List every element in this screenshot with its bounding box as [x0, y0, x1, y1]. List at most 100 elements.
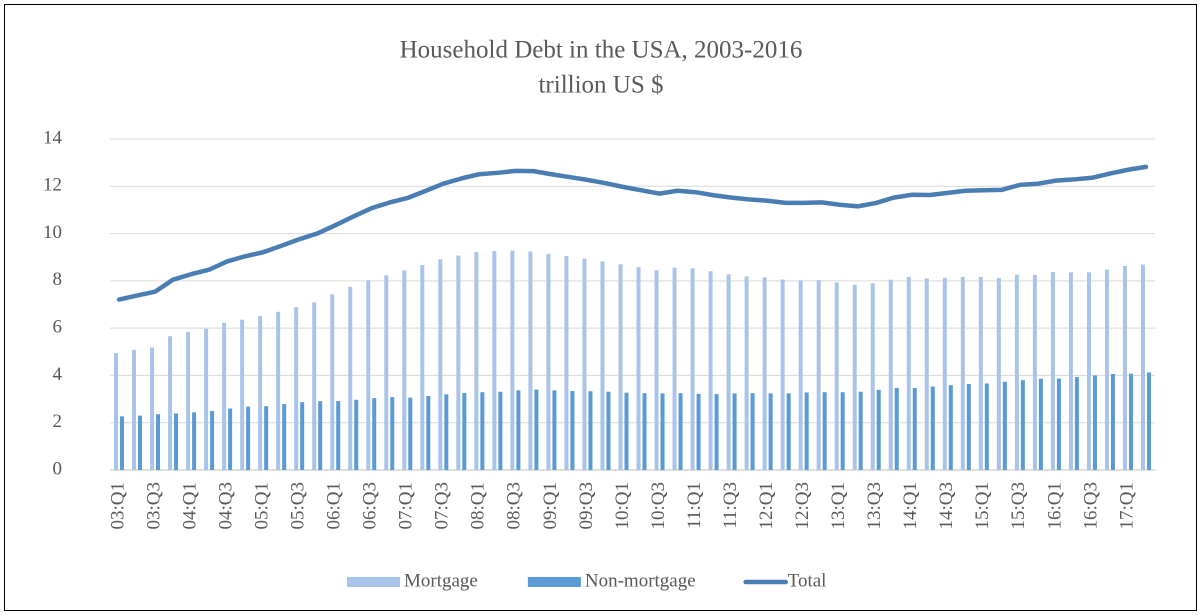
x-tick-label: 12:Q1	[756, 482, 777, 530]
bar	[1050, 272, 1055, 470]
bar	[768, 393, 773, 470]
bar	[366, 280, 371, 470]
x-tick-label: 03:Q3	[143, 482, 164, 530]
y-tick-label: 8	[53, 269, 63, 290]
bar	[726, 274, 731, 470]
x-tick-label: 13:Q1	[828, 482, 849, 530]
bar	[1092, 375, 1097, 470]
bar	[942, 277, 947, 470]
y-tick-label: 10	[43, 222, 62, 243]
y-tick-label: 2	[53, 411, 63, 432]
bar	[732, 393, 737, 470]
bar	[318, 401, 323, 470]
bar	[600, 261, 605, 470]
bar	[1068, 272, 1073, 470]
bar	[564, 256, 569, 470]
bar	[978, 276, 983, 470]
bar	[636, 267, 641, 470]
bar	[312, 302, 317, 470]
bar	[1002, 381, 1007, 470]
bar	[132, 349, 137, 470]
bar	[906, 276, 911, 470]
bar	[294, 307, 299, 470]
x-tick-label: 06:Q1	[324, 482, 345, 530]
bar	[192, 412, 197, 470]
bar	[624, 392, 629, 470]
bar	[426, 395, 431, 470]
x-tick-label: 04:Q3	[215, 482, 236, 530]
bar	[672, 267, 677, 470]
bar	[888, 279, 893, 470]
x-tick-label: 07:Q3	[432, 482, 453, 530]
bar	[642, 393, 647, 470]
x-tick-label: 13:Q3	[864, 482, 885, 530]
bar	[588, 391, 593, 470]
bar	[960, 276, 965, 470]
y-tick-label: 12	[43, 175, 62, 196]
bar	[384, 275, 389, 470]
bar	[696, 393, 701, 470]
legend-swatch	[527, 577, 581, 587]
bar	[420, 265, 425, 470]
chart-subtitle: trillion US $	[538, 72, 663, 99]
bar	[924, 278, 929, 470]
bar	[330, 294, 335, 470]
bar	[498, 391, 503, 470]
x-tick-label: 15:Q3	[1008, 482, 1029, 530]
x-tick-label: 16:Q3	[1080, 482, 1101, 530]
bar	[246, 406, 251, 470]
bar	[996, 278, 1001, 470]
x-tick-label: 08:Q3	[504, 482, 525, 530]
bar	[372, 398, 377, 470]
line	[116, 164, 1149, 302]
bar	[492, 251, 497, 470]
y-tick-label: 4	[53, 364, 63, 385]
chart-border	[4, 4, 1197, 611]
bar	[444, 394, 449, 470]
bar	[804, 392, 809, 470]
bar	[516, 390, 521, 470]
bar	[948, 385, 953, 470]
bar	[858, 391, 863, 470]
bar	[408, 397, 413, 470]
bar	[276, 311, 281, 470]
x-tick-label: 04:Q1	[179, 482, 200, 530]
bar	[390, 397, 395, 470]
bar	[1146, 372, 1151, 470]
bar	[678, 393, 683, 470]
bar	[1032, 274, 1037, 470]
bar	[780, 279, 785, 470]
x-tick-label: 14:Q3	[936, 482, 957, 530]
bar	[456, 255, 461, 470]
bar	[894, 387, 899, 470]
bar	[210, 410, 215, 470]
bar	[660, 393, 665, 470]
x-tick-label: 11:Q1	[684, 482, 705, 529]
chart-title: Household Debt in the USA, 2003-2016	[400, 37, 803, 64]
x-tick-label: 11:Q3	[720, 482, 741, 529]
y-tick-label: 6	[53, 317, 63, 338]
bar	[984, 383, 989, 470]
bar	[552, 390, 557, 470]
bar	[186, 331, 191, 470]
x-tick-label: 07:Q1	[396, 482, 417, 530]
legend-label: Non-mortgage	[585, 570, 696, 591]
bar	[798, 280, 803, 470]
bar	[168, 336, 173, 470]
bar	[1038, 378, 1043, 470]
bar	[690, 268, 695, 470]
x-tick-label: 15:Q1	[972, 482, 993, 530]
bar	[228, 408, 233, 470]
bar	[336, 400, 341, 470]
bar	[750, 393, 755, 470]
bar	[1122, 265, 1127, 470]
bar	[222, 322, 227, 470]
bar	[654, 270, 659, 470]
x-tick-label: 12:Q3	[792, 482, 813, 530]
x-tick-label: 08:Q1	[468, 482, 489, 530]
bar	[480, 392, 485, 470]
bar	[714, 394, 719, 470]
bar	[1086, 272, 1091, 470]
bar	[744, 276, 749, 470]
